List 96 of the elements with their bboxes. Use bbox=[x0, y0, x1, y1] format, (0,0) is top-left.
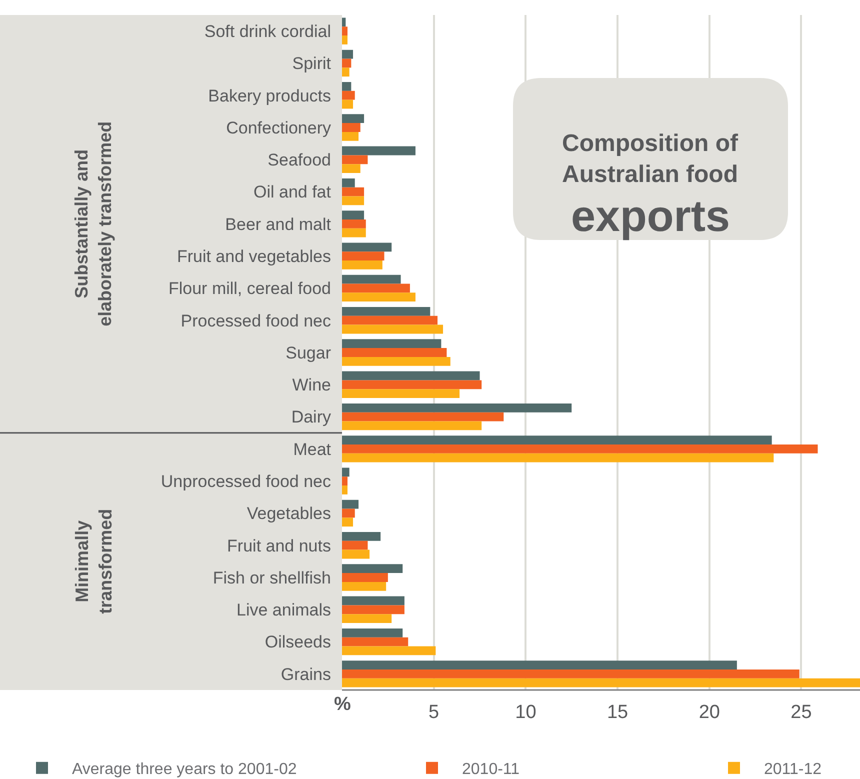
bar bbox=[342, 252, 384, 261]
bar bbox=[342, 500, 359, 509]
bar bbox=[342, 123, 360, 132]
y-tick-label: Meat bbox=[293, 440, 332, 459]
bar bbox=[342, 550, 370, 559]
bar bbox=[342, 444, 818, 454]
bar bbox=[342, 564, 403, 574]
y-tick-label: Fruit and vegetables bbox=[176, 247, 331, 266]
bar bbox=[342, 518, 354, 527]
bar bbox=[342, 114, 364, 124]
y-tick-label: Oil and fat bbox=[254, 182, 332, 202]
y-tick-label: Live animals bbox=[236, 600, 331, 620]
bar bbox=[342, 403, 572, 412]
bar bbox=[342, 82, 352, 91]
bar bbox=[342, 637, 408, 646]
y-tick-label: Unprocessed food nec bbox=[160, 472, 332, 492]
bar bbox=[342, 58, 352, 68]
bar bbox=[342, 412, 504, 422]
bar bbox=[342, 155, 368, 164]
y-tick-label: Fish or shellfish bbox=[212, 568, 331, 588]
bar bbox=[342, 508, 355, 518]
bar bbox=[342, 26, 348, 36]
bar bbox=[342, 187, 364, 196]
bar bbox=[342, 164, 360, 173]
y-tick-label: Grains bbox=[280, 664, 331, 684]
bar bbox=[342, 242, 392, 252]
y-tick-label: Fruit and nuts bbox=[227, 536, 331, 556]
bar bbox=[342, 178, 355, 188]
bar bbox=[342, 348, 447, 357]
text: Composition of Australian food exports bbox=[562, 130, 739, 241]
bar bbox=[342, 324, 444, 334]
y-tick-label: Processed food nec bbox=[180, 311, 332, 330]
bar bbox=[342, 669, 800, 678]
legend-label: Average three years to 2001-02 bbox=[72, 761, 297, 778]
bar bbox=[342, 468, 350, 477]
text: Substantially and elaborately transformed bbox=[72, 121, 115, 326]
y-tick-label: Spirit bbox=[292, 54, 332, 74]
bar bbox=[342, 228, 366, 238]
text: Minimally transformed bbox=[72, 508, 116, 614]
bar bbox=[342, 380, 482, 390]
bar bbox=[342, 210, 364, 220]
bar bbox=[342, 582, 386, 591]
bar bbox=[342, 292, 416, 302]
x-tick-label: 20 bbox=[698, 702, 720, 723]
bar bbox=[342, 356, 450, 366]
legend-label: 2011-12 bbox=[764, 761, 822, 778]
bar bbox=[342, 260, 382, 270]
y-tick-label: Wine bbox=[292, 376, 331, 395]
bar bbox=[342, 605, 404, 614]
bar bbox=[342, 421, 482, 430]
bar bbox=[342, 596, 404, 606]
bar bbox=[342, 573, 388, 582]
bar bbox=[342, 540, 368, 550]
bar bbox=[342, 614, 392, 623]
y-tick-label: Soft drink cordial bbox=[204, 22, 331, 42]
bar bbox=[342, 146, 416, 156]
bar bbox=[342, 678, 860, 688]
y-tick-label: Bakery products bbox=[208, 86, 331, 106]
bar bbox=[342, 284, 410, 293]
y-tick-label: Flour mill, cereal food bbox=[168, 279, 331, 298]
y-tick-label: Dairy bbox=[291, 408, 332, 427]
bar bbox=[342, 68, 350, 77]
y-tick-label: Seafood bbox=[268, 150, 331, 170]
y-tick-label: Confectionery bbox=[226, 118, 332, 138]
bar bbox=[342, 132, 359, 141]
bar bbox=[342, 371, 480, 380]
bar bbox=[342, 50, 354, 59]
bar bbox=[342, 307, 430, 316]
bar bbox=[342, 486, 348, 494]
bar bbox=[342, 628, 403, 638]
x-tick-label: 15 bbox=[606, 702, 628, 723]
bar bbox=[342, 18, 346, 27]
bar bbox=[342, 453, 774, 462]
bar bbox=[342, 660, 737, 670]
bar bbox=[342, 274, 401, 284]
bar bbox=[342, 389, 460, 398]
bar bbox=[342, 219, 366, 228]
bar bbox=[342, 436, 772, 444]
y-tick-label: Beer and malt bbox=[225, 214, 332, 234]
legend-label: 2010-11 bbox=[462, 761, 520, 778]
y-tick-label: Oilseeds bbox=[264, 632, 331, 652]
bar bbox=[342, 316, 438, 325]
y-tick-label: Vegetables bbox=[246, 504, 331, 524]
bar bbox=[342, 36, 348, 44]
bar bbox=[342, 476, 348, 486]
bar bbox=[342, 339, 442, 348]
x-tick-label: 25 bbox=[790, 702, 812, 723]
x-tick-label: 5 bbox=[428, 702, 440, 723]
bar bbox=[342, 196, 364, 206]
x-axis-title: % bbox=[334, 694, 351, 715]
bar bbox=[342, 646, 436, 656]
bar bbox=[342, 90, 355, 100]
x-tick-label: 10 bbox=[515, 702, 536, 723]
bar bbox=[342, 532, 381, 541]
y-tick-label: Sugar bbox=[286, 343, 332, 362]
bar bbox=[342, 100, 354, 109]
